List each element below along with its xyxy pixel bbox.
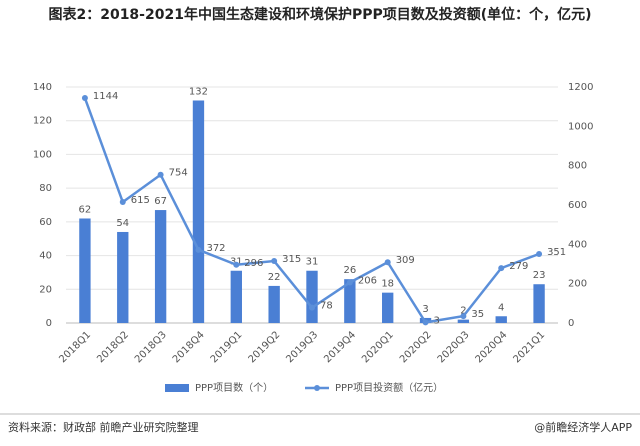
line-label: 206 — [358, 275, 377, 286]
y-tick-label: 40 — [39, 251, 52, 262]
line-label: 351 — [547, 247, 566, 258]
line-point — [498, 265, 505, 272]
bar — [457, 319, 470, 323]
line-label: 754 — [169, 168, 188, 179]
line-point — [195, 246, 202, 253]
line-label: 296 — [244, 258, 263, 269]
line-label: 372 — [206, 243, 225, 254]
x-tick-label: 2018Q4 — [171, 329, 207, 365]
bar — [533, 284, 545, 323]
x-tick-label: 2019Q3 — [284, 329, 320, 365]
chart-title: 图表2：2018-2021年中国生态建设和环境保护PPP项目数及投资额(单位：个… — [48, 7, 592, 23]
line-label: 1144 — [93, 91, 118, 102]
legend-label: PPP项目投资额（亿元） — [335, 381, 443, 394]
line-point — [157, 171, 164, 178]
legend-swatch — [165, 384, 189, 392]
y2-tick-label: 0 — [568, 318, 574, 329]
bar-label: 62 — [79, 204, 92, 215]
line-point — [119, 199, 126, 206]
line-point — [422, 319, 429, 326]
x-tick-label: 2019Q2 — [247, 329, 283, 365]
x-tick-label: 2020Q4 — [474, 329, 510, 365]
y-tick-label: 100 — [33, 149, 52, 160]
x-tick-label: 2021Q1 — [511, 329, 547, 365]
bar — [306, 270, 318, 323]
bar-label: 4 — [498, 302, 504, 313]
bar — [117, 231, 129, 323]
y-tick-label: 140 — [33, 82, 52, 93]
y2-tick-label: 800 — [568, 161, 587, 172]
line-point — [271, 258, 278, 265]
y2-tick-label: 1200 — [568, 82, 593, 93]
y2-tick-label: 1000 — [568, 121, 593, 132]
x-tick-label: 2018Q3 — [133, 329, 169, 365]
line-point — [346, 279, 353, 286]
line-label: 35 — [471, 309, 484, 320]
bar-label: 54 — [116, 218, 129, 229]
line-label: 615 — [131, 195, 150, 206]
bar-label: 2 — [460, 306, 466, 317]
x-tick-label: 2018Q2 — [95, 329, 131, 365]
bar-label: 22 — [268, 272, 281, 283]
bar-label: 31 — [306, 257, 319, 268]
bar-label: 23 — [533, 270, 546, 281]
line-label: 309 — [396, 255, 415, 266]
x-tick-label: 2020Q1 — [360, 329, 396, 365]
line-point — [309, 304, 315, 311]
line-label: 78 — [320, 301, 333, 312]
bar-label: 132 — [189, 86, 208, 97]
bar — [344, 279, 356, 323]
y-tick-label: 120 — [33, 116, 52, 127]
bar — [154, 210, 167, 323]
line-point — [384, 259, 391, 266]
line-point — [233, 261, 240, 268]
y-tick-label: 60 — [39, 217, 52, 228]
x-tick-label: 2020Q3 — [436, 329, 472, 365]
x-tick-label: 2018Q1 — [57, 329, 93, 365]
x-tick-label: 2020Q2 — [398, 329, 434, 365]
x-tick-label: 2019Q1 — [209, 329, 245, 365]
line-label: 3 — [434, 315, 440, 326]
line-label: 315 — [282, 254, 301, 265]
y2-tick-label: 600 — [568, 200, 587, 211]
y2-tick-label: 200 — [568, 279, 587, 290]
bar — [230, 270, 242, 323]
line-point — [460, 313, 467, 320]
bar-label: 67 — [154, 196, 167, 207]
line-point — [536, 250, 543, 257]
bar-label: 26 — [343, 265, 356, 276]
bar-label: 3 — [422, 304, 428, 315]
bar — [79, 218, 91, 323]
line-label: 279 — [509, 261, 528, 272]
y-tick-label: 80 — [39, 183, 52, 194]
bar — [382, 292, 394, 323]
bar — [268, 285, 280, 323]
bar — [192, 100, 205, 323]
bar — [495, 316, 507, 323]
line-point — [81, 95, 88, 102]
bar-label: 18 — [381, 279, 394, 290]
source: 资料来源：财政部 前瞻产业研究院整理 — [8, 420, 199, 434]
credit: @前瞻经济学人APP — [534, 420, 632, 434]
y-tick-label: 0 — [46, 318, 52, 329]
legend-swatch — [314, 385, 320, 391]
x-tick-label: 2019Q4 — [322, 329, 358, 365]
y2-tick-label: 400 — [568, 239, 587, 250]
legend-label: PPP项目数（个） — [195, 381, 273, 394]
y-tick-label: 20 — [39, 284, 52, 295]
